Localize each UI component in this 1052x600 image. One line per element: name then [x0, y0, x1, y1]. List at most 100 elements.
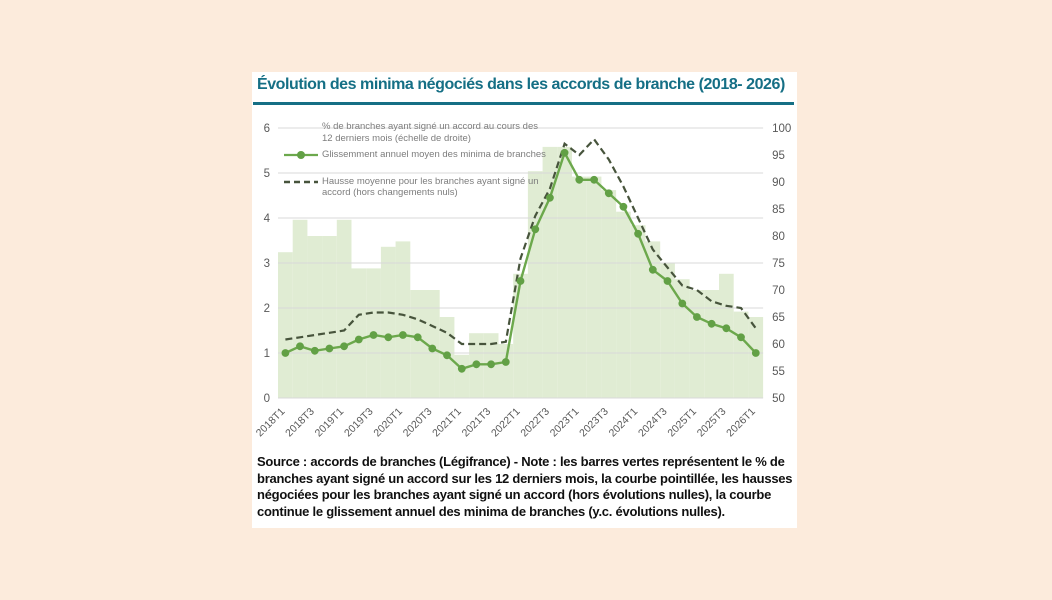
bar-2018T1 — [278, 252, 293, 398]
right-axis-tick-label: 80 — [772, 231, 785, 243]
data-point-2018T4 — [325, 344, 334, 353]
right-axis-tick-label: 90 — [772, 177, 785, 189]
data-point-2020T2 — [413, 333, 422, 342]
chart-title: Évolution des minima négociés dans les a… — [257, 76, 785, 93]
data-point-2020T3 — [428, 344, 437, 353]
data-point-2019T1 — [340, 342, 348, 351]
chart-legend: % de branches ayant signé un accord au c… — [284, 121, 574, 199]
bar-2025T2 — [704, 290, 719, 398]
data-point-2020T1 — [399, 331, 407, 339]
x-axis-tick-label: 2019T3 — [342, 406, 376, 440]
data-point-2021T1 — [457, 364, 466, 373]
left-axis-tick-label: 3 — [264, 258, 270, 270]
x-axis-tick-label: 2024T1 — [607, 406, 641, 440]
x-axis-tick-label: 2025T1 — [665, 406, 699, 440]
x-axis-tick-label: 2021T3 — [460, 406, 494, 440]
x-axis-tick-label: 2026T1 — [724, 406, 758, 440]
bar-2025T4 — [733, 311, 749, 398]
left-axis-tick-label: 1 — [264, 348, 270, 360]
data-point-2023T3 — [604, 189, 613, 198]
legend-label: Hausse moyenne pour les branches ayant s… — [322, 175, 539, 199]
x-axis-tick-label: 2021T1 — [430, 406, 464, 440]
data-point-2024T4 — [678, 299, 687, 308]
left-axis-tick-label: 5 — [264, 168, 270, 180]
data-point-2021T3 — [487, 360, 495, 369]
dashed-line-marker-icon — [284, 176, 322, 191]
right-axis-tick-label: 60 — [772, 339, 785, 351]
data-point-2024T3 — [663, 277, 672, 285]
bar-swatch-icon — [284, 121, 322, 122]
x-axis-tick-label: 2020T1 — [371, 406, 405, 440]
data-point-2022T3 — [546, 193, 554, 202]
x-axis-tick-label: 2024T3 — [636, 406, 670, 440]
bar-2023T1 — [572, 176, 587, 398]
data-point-2023T1 — [575, 175, 584, 184]
bar-2018T3 — [307, 236, 323, 398]
x-axis-tick-label: 2025T3 — [695, 406, 729, 440]
right-axis-tick-label: 70 — [772, 285, 785, 297]
bar-2019T4 — [380, 246, 396, 398]
data-point-2019T3 — [369, 331, 378, 339]
right-axis-tick-label: 55 — [772, 366, 785, 378]
bar-2024T1 — [630, 225, 646, 398]
bar-2020T2 — [410, 290, 425, 398]
legend-label: % de branches ayant signé un accord au c… — [322, 121, 538, 144]
data-point-2023T2 — [590, 175, 598, 184]
right-axis-tick-label: 75 — [772, 258, 785, 270]
data-point-2025T1 — [693, 313, 701, 321]
data-point-2024T1 — [634, 229, 642, 238]
x-axis-tick-label: 2020T3 — [401, 406, 435, 440]
bar-2023T3 — [601, 190, 617, 398]
x-axis-tick-label: 2022T3 — [518, 406, 552, 440]
bar-2024T4 — [674, 279, 690, 398]
legend-item-bars: % de branches ayant signé un accord au c… — [284, 121, 574, 144]
data-point-2018T1 — [281, 349, 290, 357]
bar-2020T1 — [395, 241, 411, 398]
data-point-2018T3 — [310, 346, 319, 355]
legend-item-dashed-line: Hausse moyenne pour les branches ayant s… — [284, 176, 574, 199]
bar-2023T4 — [616, 211, 631, 398]
bar-2022T4 — [557, 146, 572, 398]
data-point-2024T2 — [648, 265, 657, 274]
right-axis-tick-label: 100 — [772, 123, 791, 135]
solid-line-marker-icon — [284, 149, 322, 164]
data-point-2025T2 — [707, 319, 716, 328]
source-note: Source : accords de branches (Légifrance… — [257, 454, 793, 519]
bar-2021T4 — [498, 344, 514, 398]
data-point-2019T2 — [354, 335, 363, 344]
bar-2023T2 — [586, 176, 602, 398]
left-axis-tick-label: 6 — [264, 123, 270, 135]
bar-2022T3 — [542, 146, 558, 398]
bar-2018T2 — [292, 219, 308, 398]
data-point-2023T4 — [619, 202, 628, 211]
chart-card: Évolution des minima négociés dans les a… — [252, 72, 797, 528]
data-point-2022T2 — [531, 225, 540, 234]
x-axis-tick-label: 2023T3 — [577, 406, 611, 440]
x-axis-tick-label: 2023T1 — [548, 406, 582, 440]
bar-2024T2 — [645, 241, 661, 398]
left-axis-tick-label: 2 — [264, 303, 270, 315]
dashed-line-series — [285, 137, 757, 346]
data-point-2026T1 — [751, 349, 760, 357]
bar-2026T1 — [748, 317, 764, 398]
right-axis-tick-label: 50 — [772, 393, 785, 405]
left-axis-tick-label: 0 — [264, 393, 270, 405]
bar-2018T4 — [322, 236, 337, 398]
bar-2025T1 — [689, 290, 705, 398]
chart-area: 0 1 2 3 4 5 6 50 55 60 65 70 75 80 85 90 95 100 2018T1 2018… — [253, 118, 796, 458]
right-axis-tick-label: 85 — [772, 204, 785, 216]
data-point-2021T2 — [472, 360, 481, 369]
combo-chart: 0 1 2 3 4 5 6 50 55 60 65 70 75 80 85 90 95 100 2018T12018… — [254, 123, 791, 440]
data-point-2025T4 — [737, 333, 745, 342]
title-accent-rule — [253, 102, 794, 105]
bar-2024T3 — [660, 263, 675, 398]
data-point-2022T1 — [516, 277, 525, 285]
data-point-2022T4 — [560, 148, 569, 157]
right-axis-tick-label: 95 — [772, 150, 785, 162]
legend-label: Glissemment annuel moyen des minima de b… — [322, 149, 546, 160]
x-axis-tick-label: 2018T3 — [283, 406, 317, 440]
bar-2021T1 — [454, 354, 470, 398]
left-axis-tick-label: 4 — [264, 213, 271, 225]
data-point-2020T4 — [443, 351, 451, 360]
